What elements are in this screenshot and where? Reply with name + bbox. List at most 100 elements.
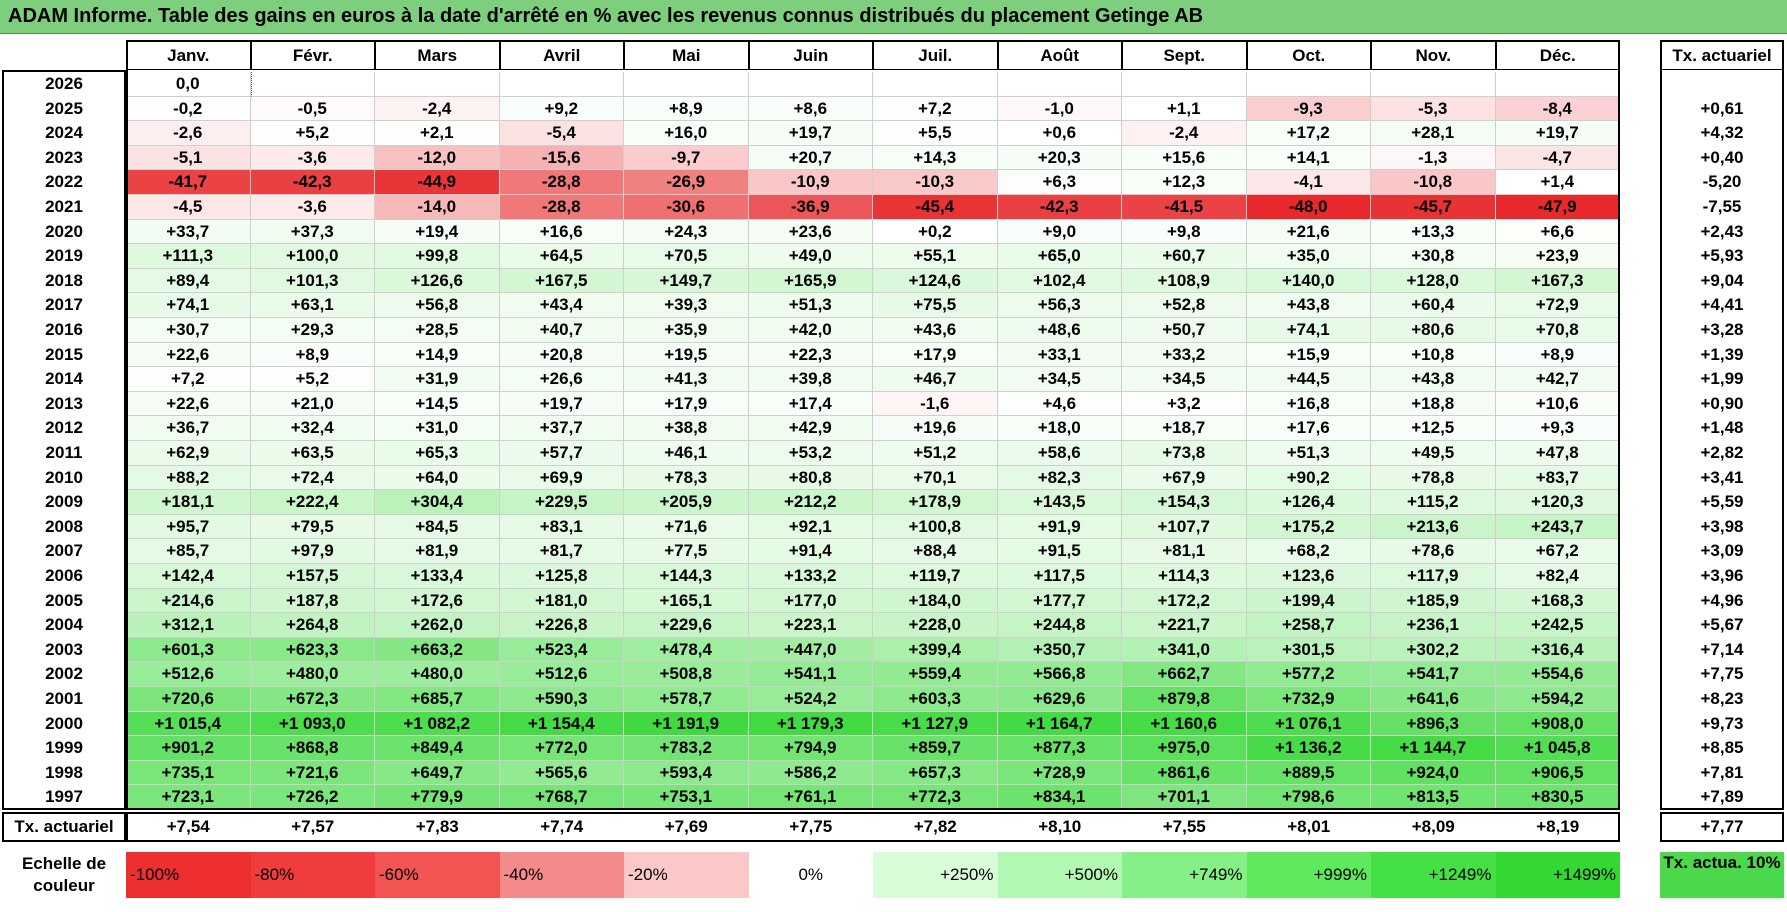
gain-cell: +185,9 [1371, 588, 1496, 614]
month-header: Sept. [1122, 40, 1247, 70]
gain-cell: +244,8 [997, 613, 1122, 638]
gain-cell: -42,3 [997, 195, 1122, 220]
gain-cell: +149,7 [624, 268, 749, 294]
gain-cell [997, 72, 1122, 97]
gain-cell: +142,4 [126, 564, 251, 589]
gain-cell: +565,6 [499, 760, 624, 786]
gain-cell: +68,2 [1246, 539, 1371, 564]
year-label: 2010 [45, 467, 83, 487]
gain-cell: +7,2 [873, 96, 998, 122]
gain-cell: +172,2 [1122, 588, 1247, 614]
gain-cell: 0,0 [126, 72, 251, 97]
gain-cell: +16,0 [624, 121, 749, 146]
gain-cell: +95,7 [126, 514, 251, 540]
gain-cell: +228,0 [873, 613, 998, 638]
gain-cell: +144,3 [624, 564, 749, 589]
gain-cell: +80,6 [1371, 318, 1496, 343]
gain-cell: +56,3 [997, 293, 1122, 318]
gain-cell: -10,3 [873, 170, 998, 195]
gain-cell: +566,8 [997, 662, 1122, 687]
summary-cell: +8,01 [1246, 812, 1371, 842]
gain-cell: +117,5 [997, 564, 1122, 589]
gain-cell: +50,7 [1122, 318, 1247, 343]
row-tx-value: +0,61 [1660, 96, 1784, 122]
row-tx-value: +4,41 [1660, 293, 1784, 318]
gain-cell: +168,3 [1495, 588, 1620, 614]
gain-cell: +28,1 [1371, 121, 1496, 146]
gain-cell: -45,4 [873, 195, 998, 220]
row-tx-value: +1,48 [1660, 416, 1784, 441]
gain-cell: +350,7 [997, 637, 1122, 663]
row-tx-value: +7,14 [1660, 637, 1784, 663]
gain-cell: +31,0 [375, 416, 500, 441]
row-tx-value: -7,55 [1660, 195, 1784, 220]
gain-cell: +167,3 [1495, 268, 1620, 294]
gain-cell: +701,1 [1122, 785, 1247, 810]
gain-cell: -30,6 [624, 195, 749, 220]
gain-cell: +0,6 [997, 121, 1122, 146]
year-label: 2005 [45, 590, 83, 610]
gain-cell: +1 191,9 [624, 711, 749, 737]
summary-cell: +7,74 [499, 812, 624, 842]
gain-cell: +312,1 [126, 613, 251, 638]
gain-cell: +20,3 [997, 145, 1122, 171]
gain-cell: +154,3 [1122, 490, 1247, 515]
gain-cell: +167,5 [499, 268, 624, 294]
gain-cell: +47,8 [1495, 441, 1620, 466]
gain-cell: -4,7 [1495, 145, 1620, 171]
gain-cell: +17,9 [624, 391, 749, 417]
gain-cell: +32,4 [250, 416, 375, 441]
gain-cell: +65,0 [997, 244, 1122, 269]
gain-cell: +523,4 [499, 637, 624, 663]
gain-cell: +43,8 [1246, 293, 1371, 318]
gain-cell: -1,6 [873, 391, 998, 417]
gain-cell: +6,6 [1495, 219, 1620, 245]
gain-cell: +72,9 [1495, 293, 1620, 318]
gain-cell: +33,2 [1122, 342, 1247, 368]
gain-cell: -5,4 [499, 121, 624, 146]
gain-cell: +6,3 [997, 170, 1122, 195]
gain-cell: +721,6 [250, 760, 375, 786]
gain-cell: +140,0 [1246, 268, 1371, 294]
gain-cell: +19,5 [624, 342, 749, 368]
gain-cell: +67,9 [1122, 465, 1247, 491]
gain-cell: +657,3 [873, 760, 998, 786]
month-header: Déc. [1495, 40, 1620, 70]
gain-cell: +101,3 [250, 268, 375, 294]
gain-cell: +79,5 [250, 514, 375, 540]
gain-cell: +975,0 [1122, 736, 1247, 761]
gain-cell [250, 72, 375, 97]
gain-cell: +7,2 [126, 367, 251, 392]
year-label: 2003 [45, 639, 83, 659]
gain-cell [1371, 72, 1496, 97]
gain-cell: +859,7 [873, 736, 998, 761]
report-title-bar: ADAM Informe. Table des gains en euros à… [0, 0, 1787, 34]
gain-cell: +14,9 [375, 342, 500, 368]
gain-cell: +58,6 [997, 441, 1122, 466]
gain-cell: +97,9 [250, 539, 375, 564]
scale-swatch: -40% [499, 852, 624, 898]
year-label: 2011 [45, 443, 83, 462]
year-label: 2015 [45, 344, 83, 364]
gain-cell: +205,9 [624, 490, 749, 515]
gain-cell: +9,3 [1495, 416, 1620, 441]
gain-cell: +15,6 [1122, 145, 1247, 171]
gain-cell: +1 179,3 [748, 711, 873, 737]
gain-cell: +69,9 [499, 465, 624, 491]
year-label: 2021 [45, 197, 83, 216]
summary-cell: +8,09 [1371, 812, 1496, 842]
gain-cell: +74,1 [126, 293, 251, 318]
gain-cell: +221,7 [1122, 613, 1247, 638]
gain-cell: +242,5 [1495, 613, 1620, 638]
gain-cell: +42,9 [748, 416, 873, 441]
gain-cell: +8,9 [250, 342, 375, 368]
tx-header: Tx. actuariel [1660, 40, 1784, 70]
year-label: 1998 [45, 762, 83, 782]
gain-cell: +12,3 [1122, 170, 1247, 195]
gain-cell: +726,2 [250, 785, 375, 810]
month-header: Mai [624, 40, 749, 70]
gain-cell: +14,1 [1246, 145, 1371, 171]
gain-cell: +177,7 [997, 588, 1122, 614]
year-label: 2020 [45, 221, 83, 241]
gain-cell: +88,2 [126, 465, 251, 491]
